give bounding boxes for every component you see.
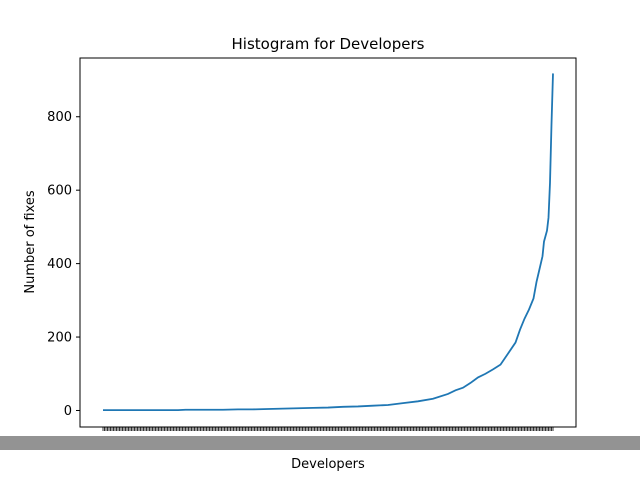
x-axis-label: Developers [291,457,365,472]
plot-frame [79,57,577,428]
series-line [103,73,554,412]
y-tick-label: 0 [64,404,72,419]
y-tick-label: 200 [47,331,72,346]
x-tick-labels-overlap [0,436,640,450]
y-tick-label: 400 [47,257,72,272]
chart-title: Histogram for Developers [232,35,425,53]
x-axis-ticks [0,427,640,450]
y-axis-ticks: 0 200 400 600 800 [47,110,80,419]
y-tick-label: 600 [47,184,72,199]
y-axis-label: Number of fixes [23,190,38,293]
y-tick-label: 800 [47,110,72,125]
